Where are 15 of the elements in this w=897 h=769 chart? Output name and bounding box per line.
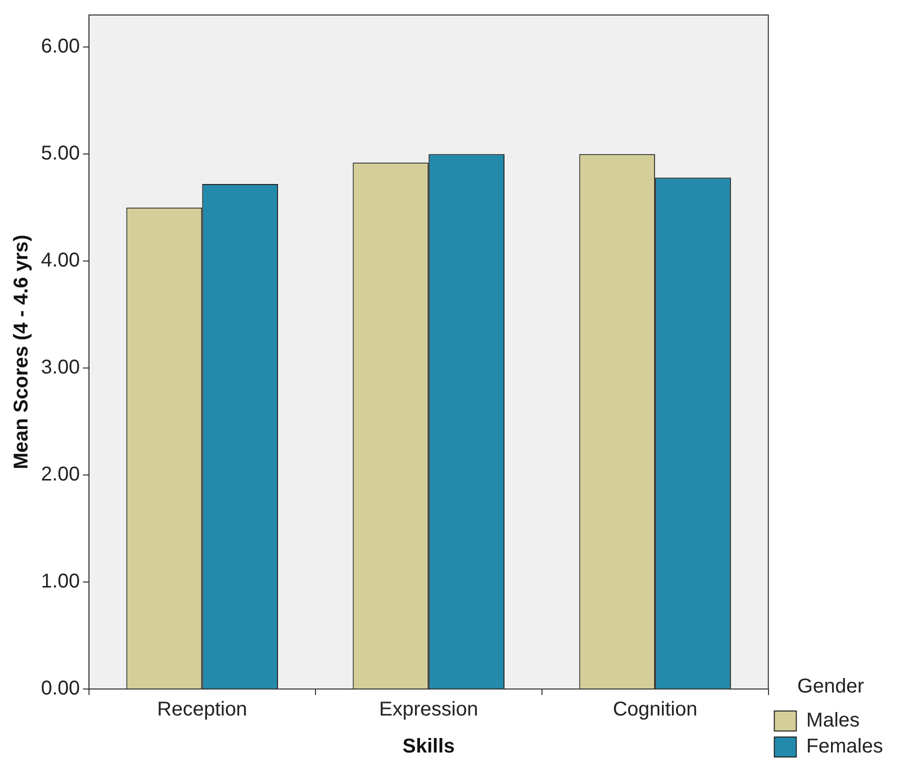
x-tick-label: Expression <box>379 698 478 721</box>
legend-label: Males <box>806 710 860 732</box>
y-tick-label: 5.00 <box>40 142 80 165</box>
y-tick-label: 6.00 <box>40 36 80 58</box>
x-tick-label: Cognition <box>612 698 698 721</box>
x-tick-label: Reception <box>157 698 248 721</box>
y-tick-label: 2.00 <box>40 464 80 486</box>
y-tick-label: 4.00 <box>40 250 80 272</box>
y-tick-label: 3.00 <box>40 356 80 379</box>
y-axis-title: Mean Scores (4 - 4.6 yrs) <box>10 234 33 470</box>
x-axis-title: Skills <box>402 736 455 758</box>
legend-label: Females <box>806 736 884 758</box>
y-tick-label: 0.00 <box>40 678 80 700</box>
legend-title: Gender <box>797 676 864 698</box>
y-tick-label: 1.00 <box>40 570 80 593</box>
